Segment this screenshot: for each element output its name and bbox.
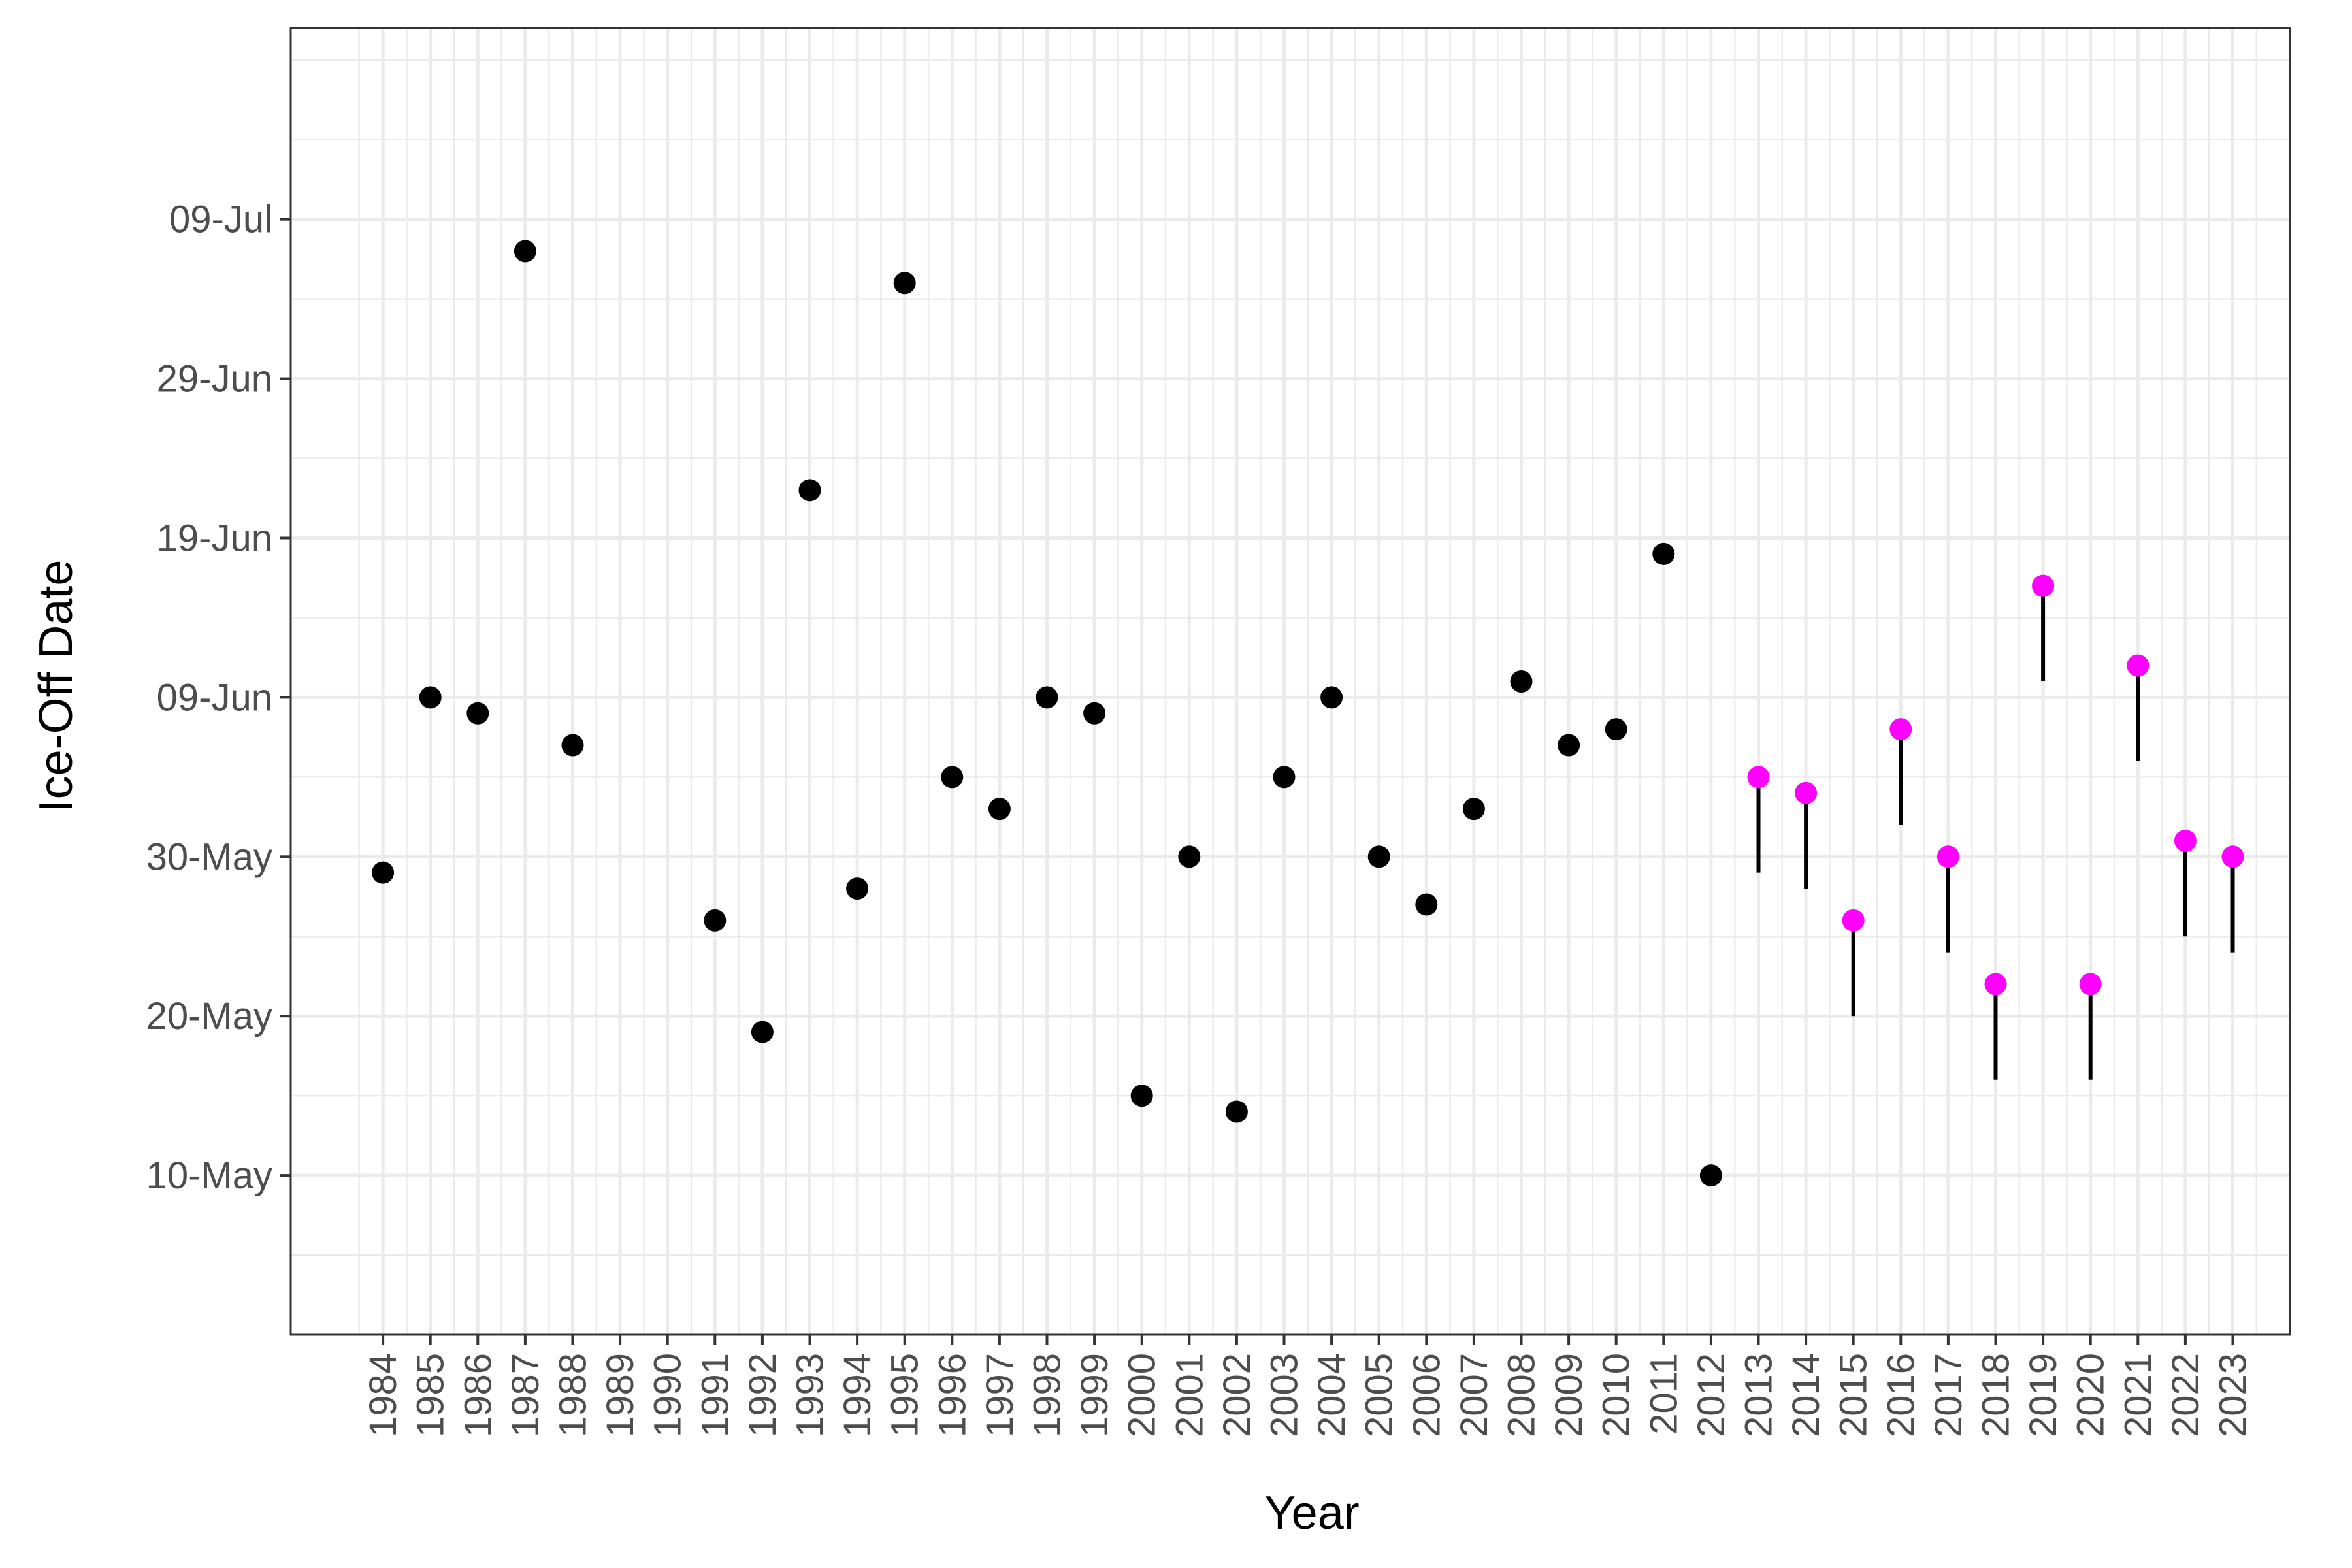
x-tick-label: 2001 — [1168, 1353, 1211, 1437]
data-point-highlighted — [2221, 845, 2244, 868]
x-tick-label: 2019 — [2022, 1353, 2065, 1437]
x-tick-label: 1998 — [1026, 1353, 1069, 1437]
data-point — [1130, 1085, 1153, 1107]
data-point-highlighted — [1747, 766, 1770, 789]
data-point — [893, 272, 916, 295]
data-point-highlighted — [1889, 718, 1912, 741]
data-point-highlighted — [2079, 973, 2102, 996]
data-point-highlighted — [2032, 574, 2055, 597]
data-point — [1462, 798, 1485, 821]
data-point — [1558, 734, 1580, 757]
data-point — [1652, 542, 1675, 565]
data-point — [1415, 893, 1438, 916]
y-tick-label: 19-Jun — [157, 517, 272, 559]
data-point — [988, 798, 1011, 821]
y-tick-label: 09-Jun — [157, 676, 272, 719]
data-point — [941, 766, 964, 789]
data-point — [751, 1021, 774, 1043]
x-tick-label: 2005 — [1358, 1353, 1401, 1437]
x-tick-label: 2000 — [1121, 1353, 1164, 1437]
x-tick-label: 2013 — [1738, 1353, 1780, 1437]
data-point — [1605, 718, 1627, 741]
x-tick-label: 1986 — [457, 1353, 499, 1437]
data-point — [704, 909, 727, 932]
data-point-highlighted — [1842, 909, 1865, 932]
x-tick-label: 2018 — [1975, 1353, 2017, 1437]
x-tick-label: 2014 — [1785, 1353, 1827, 1437]
y-tick-label: 29-Jun — [157, 358, 272, 400]
x-tick-label: 2021 — [2117, 1353, 2159, 1437]
x-tick-label: 2004 — [1311, 1353, 1353, 1437]
axis-ticks — [280, 218, 2234, 1345]
data-point — [466, 702, 489, 725]
data-point-highlighted — [1795, 781, 1818, 804]
x-axis-title: Year — [1264, 1487, 1359, 1539]
y-axis-title: Ice-Off Date — [30, 560, 82, 813]
y-tick-label: 09-Jul — [169, 199, 272, 241]
x-tick-label: 2010 — [1595, 1353, 1638, 1437]
x-tick-label: 1985 — [410, 1353, 452, 1437]
x-tick-label: 1987 — [504, 1353, 547, 1437]
plot-panel-border — [289, 27, 2291, 1336]
data-point — [561, 734, 584, 757]
x-tick-label: 1996 — [931, 1353, 973, 1437]
x-tick-label: 1984 — [362, 1353, 404, 1437]
data-point — [514, 240, 536, 263]
x-tick-label: 1988 — [552, 1353, 595, 1437]
x-tick-label: 2009 — [1548, 1353, 1590, 1437]
y-tick-label: 10-May — [146, 1154, 272, 1197]
data-point-highlighted — [2127, 654, 2149, 677]
x-tick-label: 1991 — [694, 1353, 736, 1437]
data-point — [372, 861, 395, 884]
minor-grid — [291, 28, 2290, 1335]
x-tick-label: 2003 — [1264, 1353, 1306, 1437]
segments-layer — [1756, 585, 2235, 1080]
x-tick-label: 2023 — [2212, 1353, 2255, 1437]
y-tick-label: 30-May — [146, 836, 272, 878]
x-tick-label: 2002 — [1216, 1353, 1258, 1437]
points-layer — [372, 240, 2244, 1187]
x-tick-label: 2008 — [1501, 1353, 1543, 1437]
x-tick-label: 2017 — [1927, 1353, 1970, 1437]
x-tick-label: 1999 — [1073, 1353, 1116, 1437]
data-point — [1225, 1100, 1248, 1123]
data-point — [846, 877, 869, 900]
data-point — [1083, 702, 1106, 725]
data-point — [1367, 845, 1390, 868]
y-tick-label: 20-May — [146, 995, 272, 1037]
x-tick-label: 1990 — [647, 1353, 689, 1437]
data-point — [1510, 670, 1533, 693]
x-tick-label: 2007 — [1453, 1353, 1495, 1437]
x-tick-label: 1997 — [979, 1353, 1021, 1437]
data-point — [1273, 766, 1296, 789]
x-tick-label: 2016 — [1880, 1353, 1922, 1437]
y-tick-labels: 10-May 20-May 30-May 09-Jun 19-Jun 29-Jun 09-J… — [146, 199, 272, 1197]
x-tick-label: 2006 — [1405, 1353, 1448, 1437]
x-tick-label: 1989 — [599, 1353, 642, 1437]
data-point — [419, 686, 442, 709]
x-tick-label: 2020 — [2070, 1353, 2112, 1437]
data-point-highlighted — [1936, 845, 1959, 868]
x-tick-label: 1995 — [884, 1353, 926, 1437]
data-point — [798, 479, 821, 502]
x-tick-label: 2022 — [2164, 1353, 2207, 1437]
data-point-highlighted — [2174, 829, 2197, 852]
x-tick-label: 1994 — [836, 1353, 879, 1437]
data-point — [1036, 686, 1058, 709]
x-tick-label: 2015 — [1833, 1353, 1875, 1437]
data-point-highlighted — [1984, 973, 2007, 996]
x-tick-label: 2011 — [1642, 1353, 1685, 1435]
x-tick-label: 1992 — [742, 1353, 784, 1437]
x-tick-labels: 1984 1985 1986 1987 1988 1989 1990 1991 1992 1993… — [362, 1353, 2254, 1437]
data-point — [1178, 845, 1201, 868]
data-point — [1699, 1164, 1722, 1187]
data-point — [1320, 686, 1343, 709]
x-tick-label: 1993 — [789, 1353, 832, 1437]
x-tick-label: 2012 — [1690, 1353, 1733, 1437]
